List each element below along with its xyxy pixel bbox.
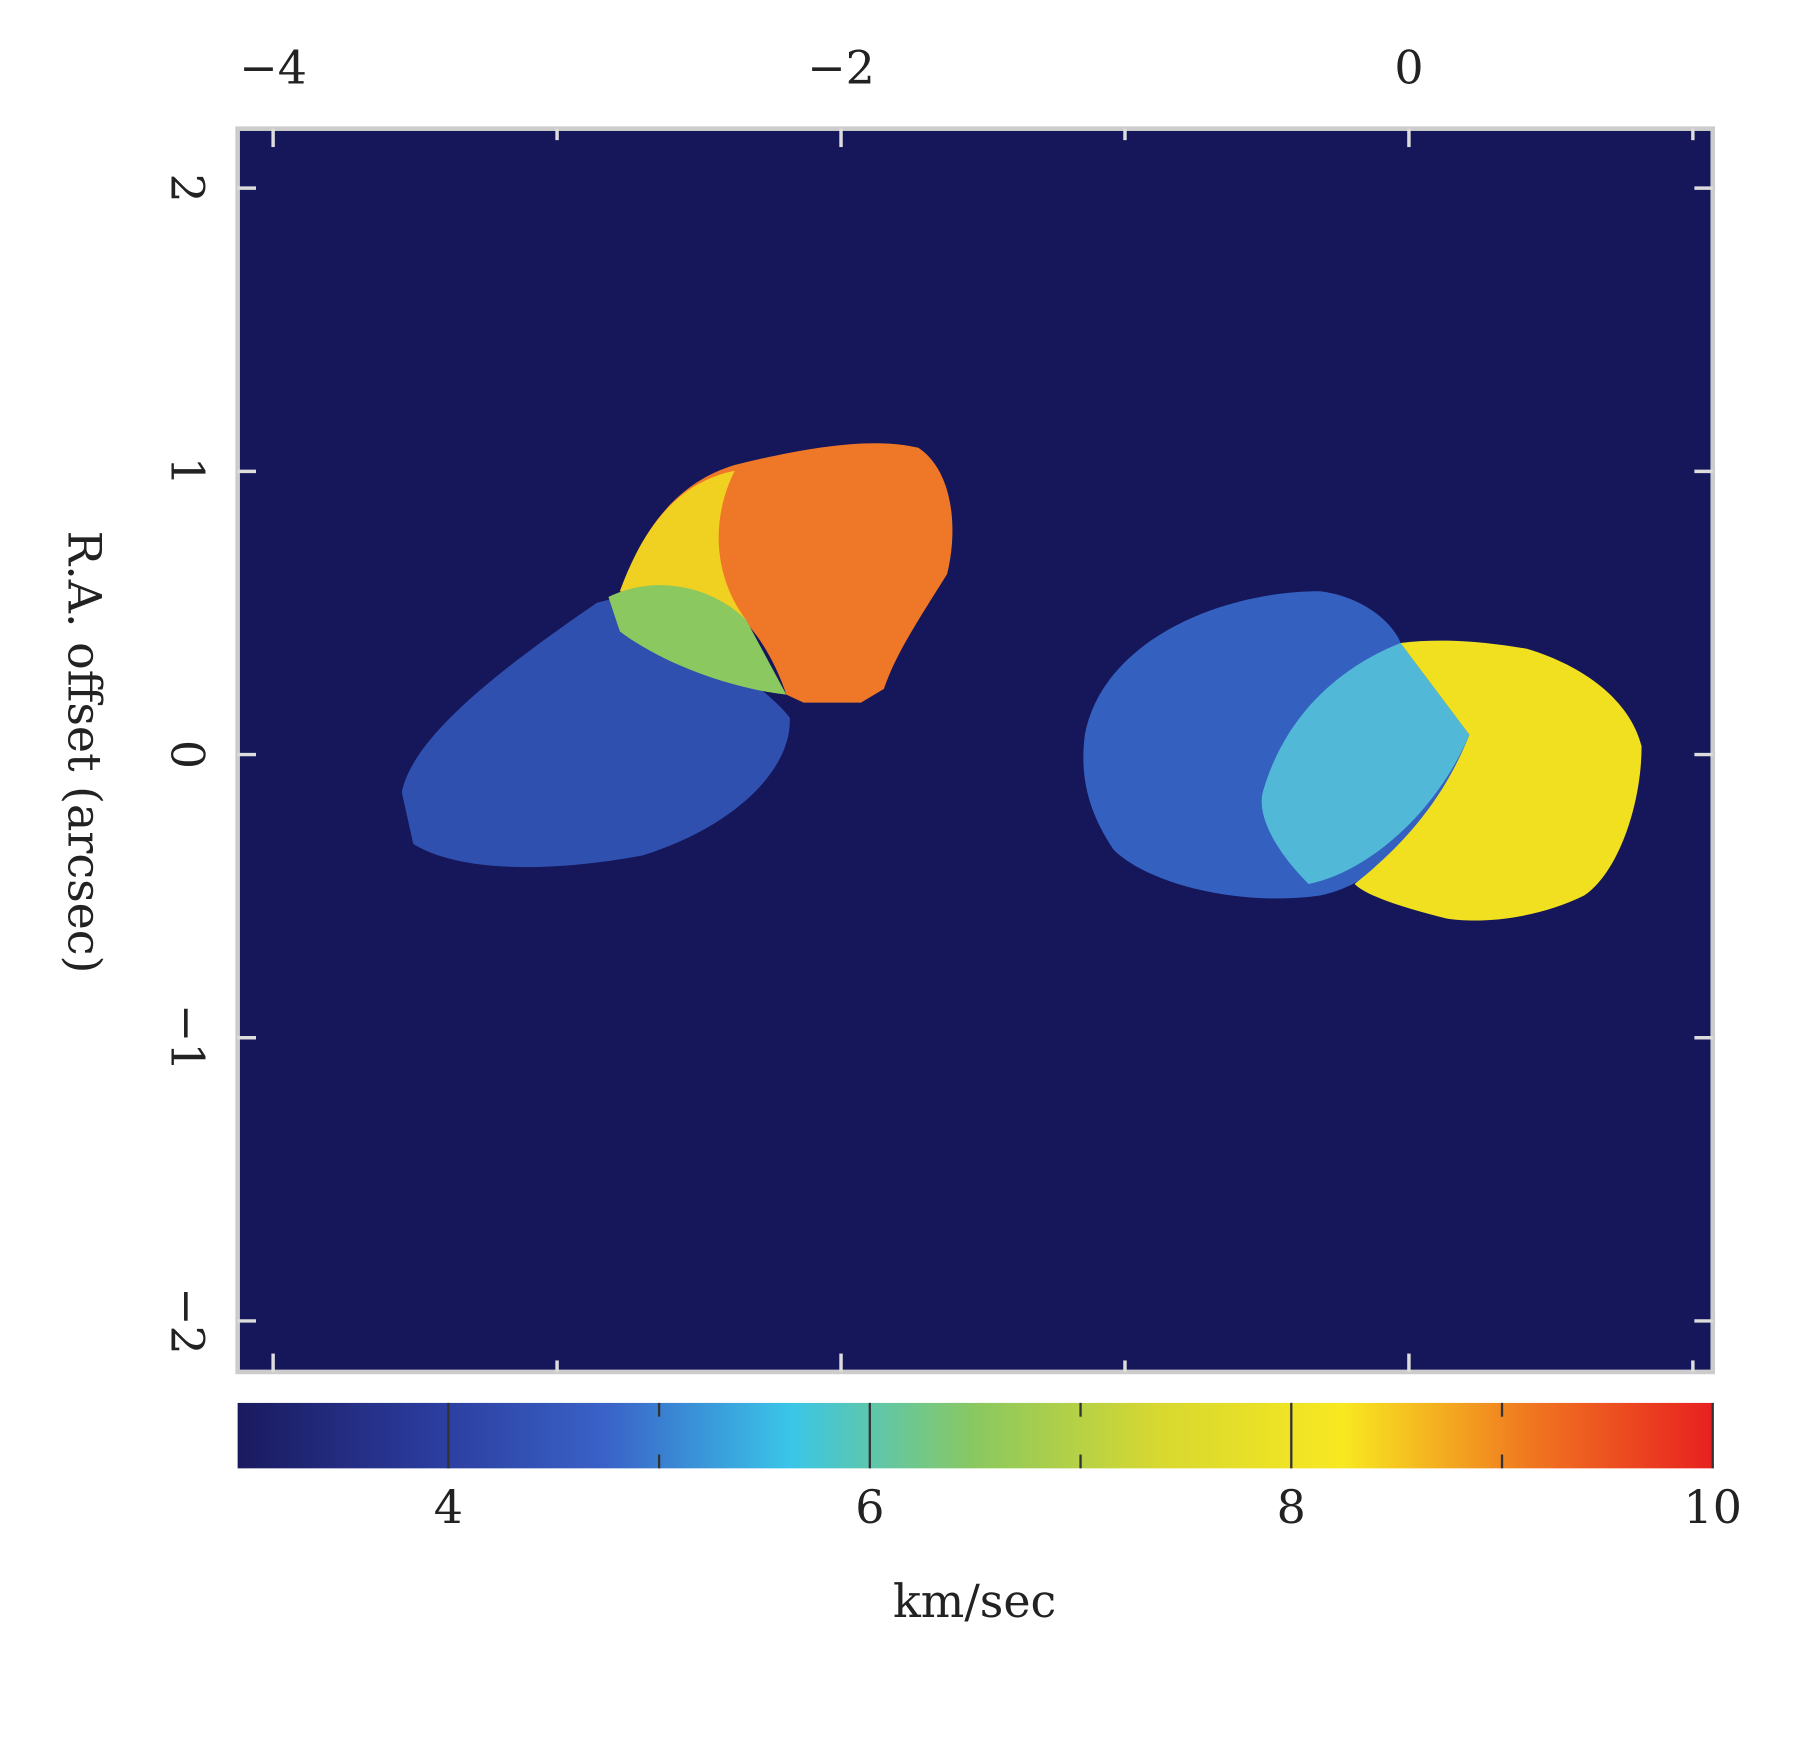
blob	[1261, 642, 1470, 885]
colorbar-tick-label: 6	[855, 1480, 884, 1534]
y-tick-label: 2	[161, 174, 215, 203]
y-tick-label: 1	[161, 457, 215, 486]
x-tick-label: −4	[239, 40, 307, 94]
blob	[608, 585, 787, 695]
colorbar-tick-label: 4	[434, 1480, 463, 1534]
blob	[619, 470, 747, 621]
colorbar-tick-label: 8	[1277, 1480, 1306, 1534]
x-tick-label: 0	[1394, 40, 1423, 94]
emission-map	[401, 443, 1642, 921]
colorbar-label: km/sec	[893, 1574, 1056, 1628]
y-tick-label: 0	[161, 740, 215, 769]
colorbar	[237, 1402, 1713, 1469]
y-tick-label: −2	[161, 1287, 215, 1355]
blob	[1354, 640, 1642, 921]
y-tick-label: −1	[161, 1004, 215, 1072]
colorbar-tick-label: 10	[1684, 1480, 1742, 1534]
x-tick-label: −2	[807, 40, 875, 94]
y-axis-label: R.A. offset (arcsec)	[57, 531, 111, 974]
